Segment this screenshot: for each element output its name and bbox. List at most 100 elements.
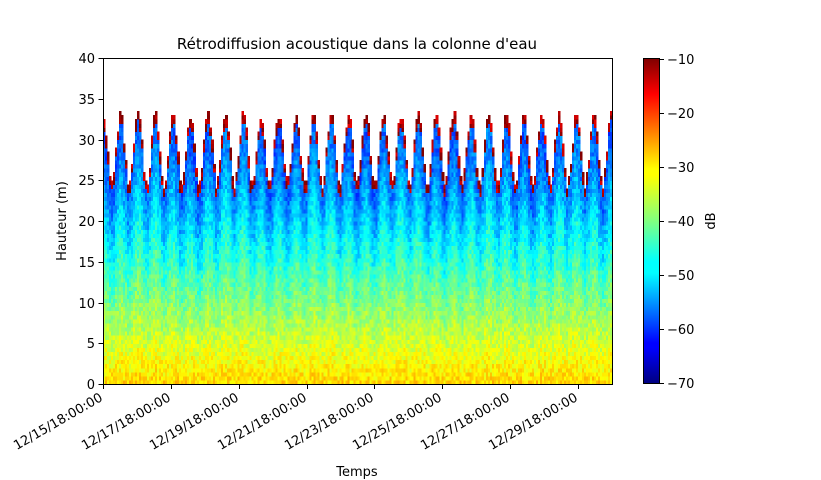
heatmap-cell [241,192,244,198]
heatmap-column [219,159,222,384]
heatmap-column [139,119,142,384]
heatmap-cell [197,298,200,304]
heatmap-cell [171,127,174,132]
heatmap-cell [119,221,122,226]
heatmap-cell [249,249,252,255]
heatmap-cell [209,306,212,312]
heatmap-cell [245,322,248,328]
heatmap-cell [215,278,218,283]
heatmap-cell [225,318,228,324]
heatmap-cell [257,273,260,279]
heatmap-cell [195,331,198,336]
heatmap-cell [113,286,116,291]
heatmap-cell [199,221,202,226]
heatmap-cell [177,180,180,185]
heatmap-cell [187,180,190,185]
heatmap-cell [109,237,112,242]
heatmap-cell [105,314,108,320]
heatmap-cell [223,180,226,185]
heatmap-cell [215,331,218,336]
heatmap-cell [109,347,112,352]
heatmap-cell [247,168,250,173]
heatmap-cell [141,298,144,304]
heatmap-cell [221,318,224,324]
heatmap-cell [167,257,170,263]
heatmap-cell [119,204,122,210]
heatmap-cell [249,229,252,234]
heatmap-cell [237,371,240,377]
heatmap-cell [261,139,264,145]
heatmap-cell [131,294,134,300]
heatmap-cell [131,290,134,295]
heatmap-cell [149,221,152,226]
heatmap-cell [239,245,242,251]
heatmap-cell [109,343,112,348]
heatmap-cell [249,278,252,283]
heatmap-cell [193,229,196,234]
heatmap-cell [231,241,234,247]
heatmap-cell [155,155,158,161]
heatmap-cell [241,233,244,238]
heatmap-cell [145,302,148,308]
heatmap-cell [117,172,120,177]
heatmap-cell [229,331,232,336]
heatmap-cell [209,168,212,173]
heatmap-cell [141,147,144,153]
heatmap-cell [261,237,264,242]
heatmap-cell [123,269,126,275]
heatmap-cell [253,229,256,234]
heatmap-cell [121,172,124,177]
heatmap-cell [179,367,182,373]
heatmap-cell [251,375,254,381]
heatmap-cell [177,208,180,214]
heatmap-cell [231,298,234,304]
heatmap-cell [129,188,132,194]
heatmap-cell [191,273,194,279]
heatmap-cell [155,261,158,267]
heatmap-cell [225,233,228,238]
heatmap-column [147,184,150,384]
heatmap-cell [137,347,140,352]
heatmap-cell [255,326,258,332]
heatmap-cell [239,208,242,214]
heatmap-cell [259,335,262,340]
heatmap-cell [235,261,238,267]
heatmap-cell [173,208,176,214]
heatmap-cell [215,233,218,238]
heatmap-cell [111,359,114,365]
heatmap-cell [131,278,134,283]
heatmap-cell [131,229,134,234]
heatmap-cell [201,168,204,173]
heatmap-cell [195,249,198,255]
heatmap-cell [133,306,136,312]
heatmap-cell [225,216,228,222]
heatmap-cell [167,306,170,312]
heatmap-cell [241,351,244,357]
heatmap-cell [205,241,208,247]
heatmap-cell [249,302,252,308]
heatmap-cell [131,318,134,324]
heatmap-cell [153,310,156,316]
heatmap-cell [115,359,118,365]
heatmap-cell [245,155,248,161]
heatmap-cell [219,216,222,222]
heatmap-cell [257,282,260,287]
heatmap-cell [205,286,208,291]
heatmap-cell [217,257,220,263]
heatmap-cell [163,269,166,275]
heatmap-cell [245,273,248,279]
heatmap-cell [231,184,234,189]
heatmap-cell [247,347,250,352]
heatmap-cell [157,351,160,357]
heatmap-cell [115,314,118,320]
heatmap-cell [183,208,186,214]
heatmap-cell [193,269,196,275]
heatmap-cell [227,371,230,377]
heatmap-cell [167,379,170,384]
heatmap-cell [265,363,268,369]
heatmap-cell [161,314,164,320]
heatmap-cell [105,172,108,177]
heatmap-cell [211,351,214,357]
heatmap-cell [123,294,126,300]
heatmap-cell [115,269,118,275]
